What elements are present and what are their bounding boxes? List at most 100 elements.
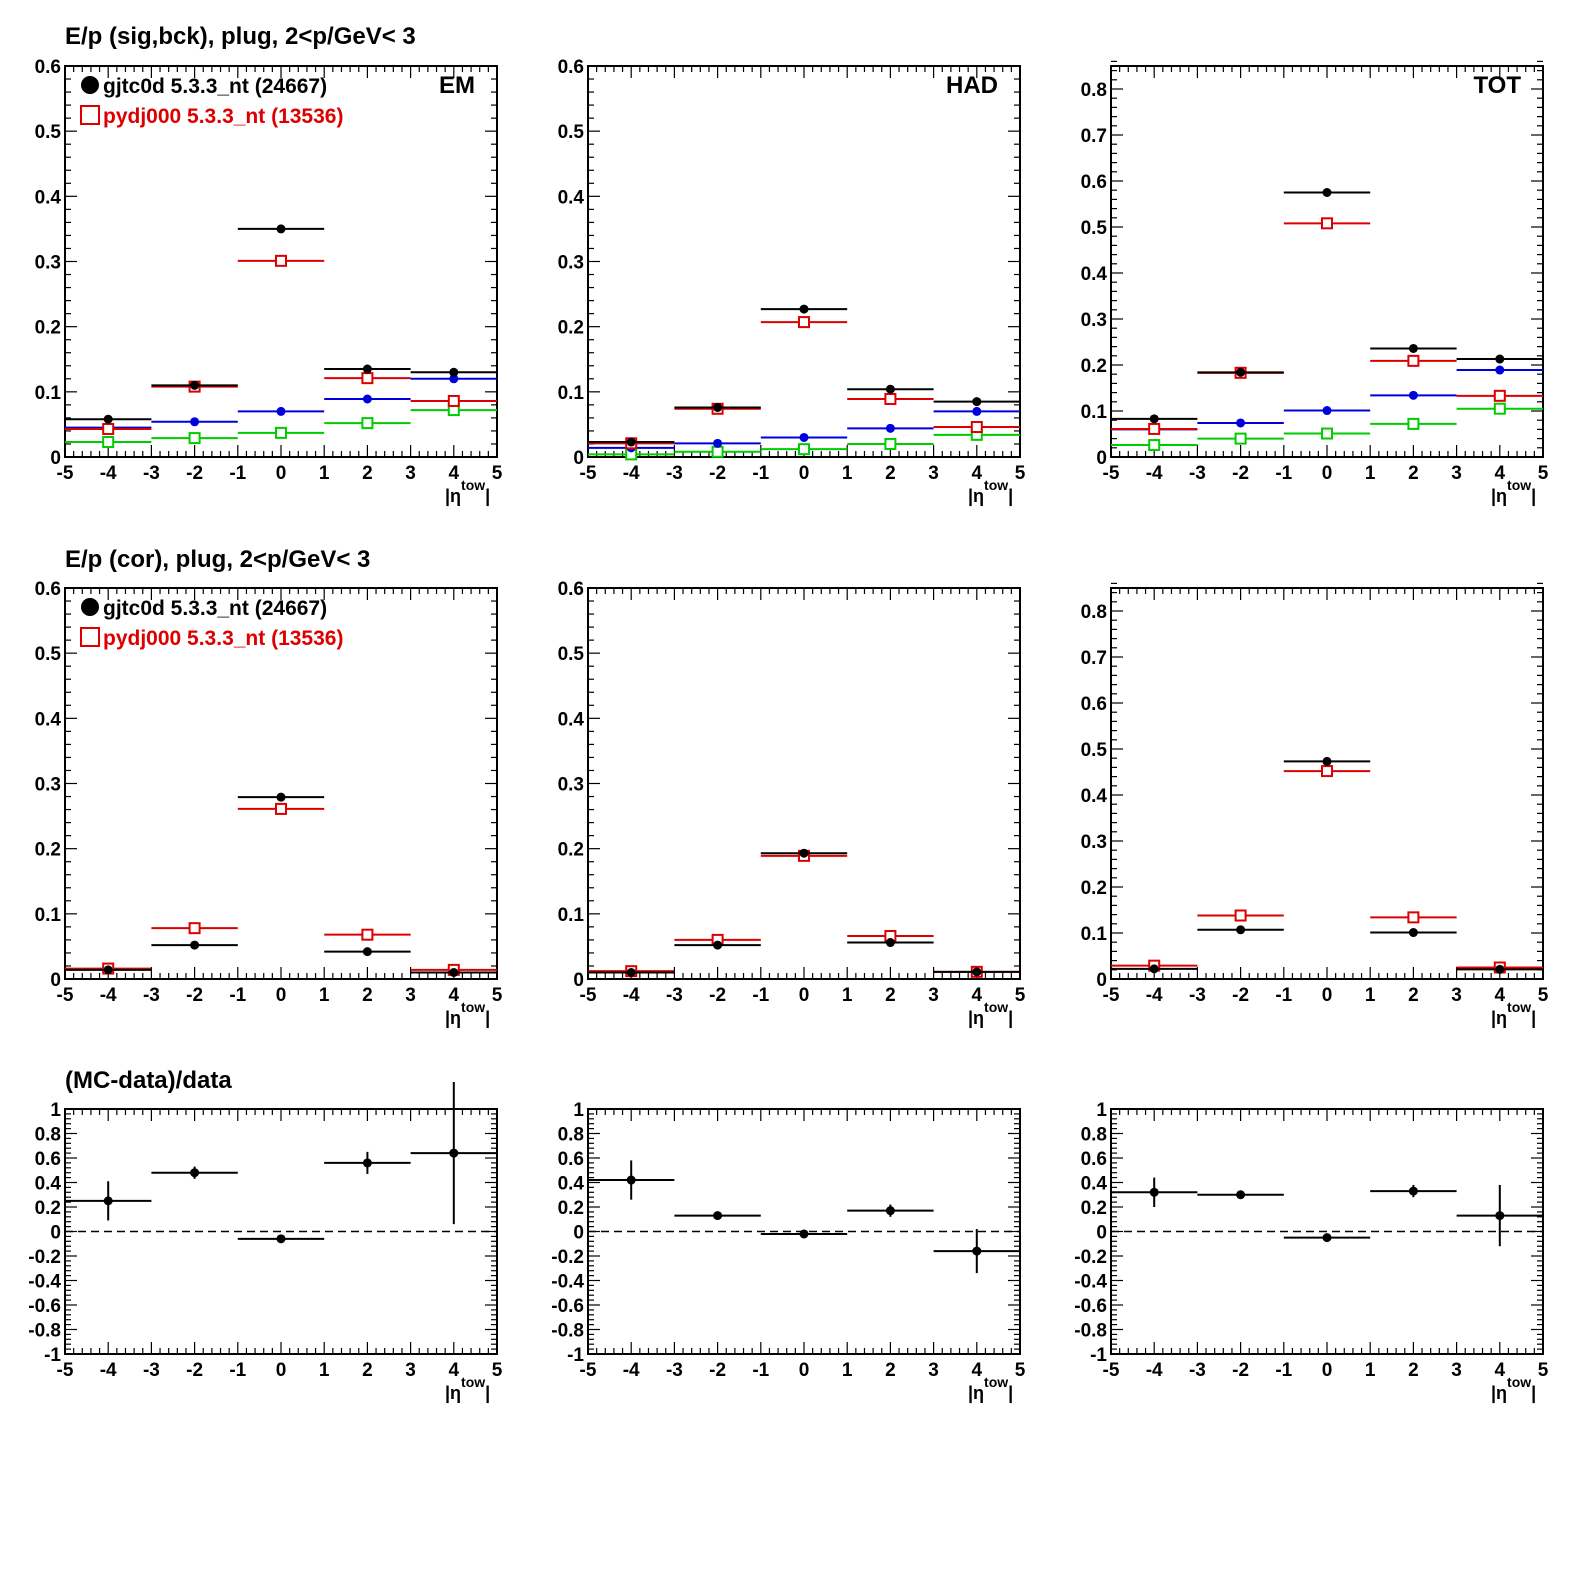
legend-marker-mc <box>80 105 100 125</box>
x-tick-label: -5 <box>580 985 597 1006</box>
x-tick-label: -3 <box>666 985 683 1006</box>
panel-r3-c3: -5 -4 -3 -2 -1 0 1 2 3 4 5 -1 -0.8 -0.6 -0.4 -0.2 0 0.2 0.… <box>1074 1100 1548 1403</box>
data-point <box>449 374 459 384</box>
y-tick-label: 0.3 <box>35 253 61 274</box>
y-tick-label: 0.7 <box>1081 126 1107 147</box>
y-tick-label: -0.4 <box>551 1272 584 1293</box>
y-tick-label: 0 <box>573 1223 584 1244</box>
x-axis-label: |ηtow| <box>445 1374 490 1403</box>
x-tick-label: -3 <box>143 1360 160 1381</box>
y-tick-label: -0.2 <box>551 1247 584 1268</box>
series-2 <box>1111 765 1543 974</box>
x-tick-label: 2 <box>1408 985 1419 1006</box>
y-tick-label: -0.2 <box>1074 1247 1107 1268</box>
data-point <box>1495 964 1505 974</box>
legend-marker-data <box>81 76 99 94</box>
y-tick-label: -1 <box>44 1345 61 1366</box>
x-tick-label: 1 <box>319 985 330 1006</box>
x-axis-label-close: | <box>1008 1008 1013 1028</box>
data-point <box>362 947 372 957</box>
x-tick-label: 4 <box>449 985 460 1006</box>
y-tick-label: 0 <box>1096 970 1107 991</box>
data-point <box>798 443 810 456</box>
series-2 <box>588 316 1020 450</box>
x-tick-label: 1 <box>842 1360 853 1381</box>
x-tick-label: 4 <box>1495 985 1506 1006</box>
x-tick-label: -2 <box>186 985 203 1006</box>
y-tick-label: 0.4 <box>558 709 585 730</box>
data-point <box>1408 343 1418 353</box>
data-point <box>190 1168 200 1178</box>
y-tick-label: -1 <box>1090 1345 1107 1366</box>
data-point <box>626 437 636 447</box>
x-tick-label: -2 <box>1232 1360 1249 1381</box>
data-point <box>970 421 983 434</box>
x-axis-label-close: | <box>1008 486 1013 506</box>
x-tick-label: -5 <box>1103 985 1120 1006</box>
series-1 <box>588 304 1020 447</box>
x-tick-label: -3 <box>1189 1360 1206 1381</box>
x-axis-label-close: | <box>485 1008 490 1028</box>
x-tick-label: 0 <box>1322 1360 1333 1381</box>
x-axis-label: |ηtow| <box>968 1374 1013 1403</box>
y-tick-label: 0.4 <box>35 187 62 208</box>
x-axis-label: |ηtow| <box>968 477 1013 506</box>
data-point <box>103 965 113 975</box>
y-tick-label: 0.2 <box>35 840 61 861</box>
x-axis-label-sup: tow <box>984 1374 1008 1390</box>
panel-tag: TOT <box>1473 72 1521 99</box>
y-tick-label: 0.1 <box>558 383 585 404</box>
y-tick-label: 0.2 <box>558 318 584 339</box>
data-point <box>626 1175 636 1185</box>
y-tick-label: 0.1 <box>35 383 62 404</box>
x-tick-label: 3 <box>928 1360 939 1381</box>
y-tick-label: -0.4 <box>28 1272 61 1293</box>
x-axis-label: |ηtow| <box>445 477 490 506</box>
y-tick-label: 0 <box>1096 1223 1107 1244</box>
x-axis-label-sup: tow <box>984 999 1008 1015</box>
y-tick-label: -0.6 <box>551 1296 584 1317</box>
x-tick-label: 4 <box>449 1360 460 1381</box>
data-point <box>972 967 982 977</box>
data-point <box>275 802 287 815</box>
y-tick-label: 0.2 <box>1081 1198 1107 1219</box>
y-tick-label: -0.4 <box>1074 1272 1107 1293</box>
y-tick-label: 0.6 <box>558 57 584 78</box>
x-tick-label: 5 <box>492 985 503 1006</box>
y-tick-label: 1 <box>1096 1100 1107 1121</box>
x-tick-label: 3 <box>1451 985 1462 1006</box>
data-point <box>1149 1187 1159 1197</box>
y-tick-label: 0.2 <box>558 840 584 861</box>
x-tick-label: 5 <box>492 463 503 484</box>
data-point <box>276 406 286 416</box>
x-tick-label: 0 <box>276 463 287 484</box>
x-tick-label: -1 <box>229 1360 246 1381</box>
x-tick-label: 1 <box>1365 985 1376 1006</box>
data-point <box>885 1206 895 1216</box>
data-point <box>190 417 200 427</box>
x-tick-label: 3 <box>1451 1360 1462 1381</box>
y-tick-label: 0 <box>573 970 584 991</box>
data-point <box>362 364 372 374</box>
x-tick-label: 0 <box>276 1360 287 1381</box>
x-tick-label: -2 <box>1232 463 1249 484</box>
panel-r3-c2: -5 -4 -3 -2 -1 0 1 2 3 4 5 -1 -0.8 -0.6 -0.4 -0.2 0 0.2 0.… <box>551 1100 1025 1403</box>
x-tick-label: 2 <box>1408 463 1419 484</box>
x-axis-label-close: | <box>1531 486 1536 506</box>
y-tick-label: 0.4 <box>558 187 585 208</box>
y-tick-label: 0.5 <box>1081 218 1108 239</box>
series-1 <box>65 224 497 424</box>
x-axis-label-sup: tow <box>1507 477 1531 493</box>
y-tick-label: 0.2 <box>558 1198 584 1219</box>
x-tick-label: 0 <box>1322 463 1333 484</box>
data-point <box>1236 1190 1246 1200</box>
data-point <box>447 394 460 407</box>
x-tick-label: 5 <box>1015 1360 1026 1381</box>
series-4 <box>1111 402 1543 452</box>
y-tick-label: 0.3 <box>558 253 584 274</box>
x-tick-label: -4 <box>100 463 117 484</box>
data-point <box>102 422 115 435</box>
y-tick-label: 0.6 <box>1081 694 1107 715</box>
x-axis-label: |ηtow| <box>1491 1374 1536 1403</box>
x-tick-label: -1 <box>1275 985 1292 1006</box>
